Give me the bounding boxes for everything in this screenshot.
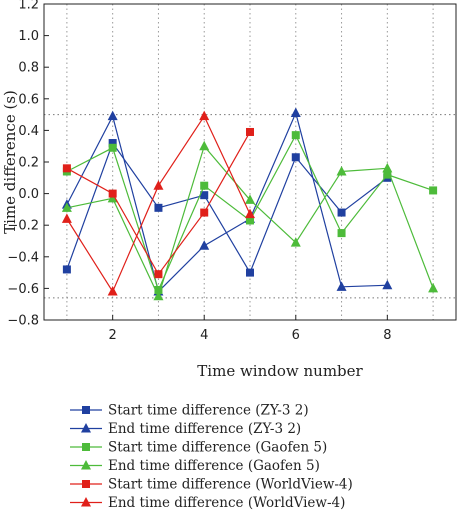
x-tick-label: 4 <box>200 328 208 343</box>
square-data-point <box>200 208 209 217</box>
triangle-data-point <box>199 240 210 250</box>
legend-item: Start time difference (WorldView-4) <box>70 477 353 493</box>
triangle-data-point <box>336 281 347 291</box>
legend-item: Start time difference (ZY-3 2) <box>70 403 309 419</box>
legend-swatch-marker <box>82 406 90 414</box>
legend-swatch-marker <box>81 460 91 470</box>
triangle-data-point <box>382 162 393 173</box>
y-axis-title: Time difference (s) <box>1 90 19 234</box>
square-data-point <box>108 143 117 152</box>
y-tick-label: −0.4 <box>7 250 39 265</box>
y-tick-label: 1.0 <box>18 29 39 44</box>
legend-swatch-marker <box>81 423 91 433</box>
triangle-data-point <box>61 202 72 212</box>
square-data-point <box>200 191 209 200</box>
triangle-data-point <box>245 194 255 204</box>
square-data-point <box>291 131 300 140</box>
series-0 <box>62 139 392 277</box>
square-data-point <box>154 270 163 279</box>
y-tick-label: 0.4 <box>18 124 39 139</box>
triangle-data-point <box>428 282 439 293</box>
y-tick-label: 0.6 <box>18 92 39 107</box>
square-data-point <box>429 186 438 195</box>
triangle-data-point <box>107 110 118 121</box>
series-line <box>66 141 388 274</box>
legend-item: End time difference (ZY-3 2) <box>70 421 301 437</box>
triangle-data-point <box>290 237 301 247</box>
legend-label: End time difference (ZY-3 2) <box>108 421 301 437</box>
y-tick-label: 1.2 <box>18 0 39 13</box>
triangle-data-point <box>336 165 347 176</box>
series-5 <box>61 110 255 296</box>
legend-item: End time difference (WorldView-4) <box>70 495 345 511</box>
series-4 <box>62 127 254 279</box>
triangle-data-point <box>107 286 118 296</box>
x-tick-label: 8 <box>383 328 391 343</box>
square-data-point <box>154 285 163 294</box>
x-tick-label: 2 <box>109 328 117 343</box>
triangle-data-point <box>61 213 72 223</box>
grid-lines <box>66 4 434 320</box>
triangle-data-point <box>290 107 301 118</box>
triangle-data-point <box>382 279 393 290</box>
legend-label: Start time difference (WorldView-4) <box>108 477 353 493</box>
x-tick-label: 6 <box>292 328 300 343</box>
y-tick-label: 0.2 <box>18 156 39 171</box>
y-tick-label: 0.0 <box>18 187 39 202</box>
x-axis-title: Time window number <box>197 362 363 380</box>
square-data-point <box>62 265 71 274</box>
series-3 <box>61 140 439 301</box>
legend-item: End time difference (Gaofen 5) <box>70 458 320 474</box>
legend: Start time difference (ZY-3 2) End time d… <box>70 403 353 511</box>
legend-swatch-marker <box>81 497 91 507</box>
legend-label: Start time difference (ZY-3 2) <box>108 403 309 419</box>
legend-label: Start time difference (Gaofen 5) <box>108 440 327 456</box>
square-data-point <box>62 164 71 173</box>
square-data-point <box>291 153 300 162</box>
legend-swatch-marker <box>82 480 90 488</box>
y-tick-label: −0.8 <box>7 314 39 329</box>
axes: −0.8 −0.6 −0.4 −0.2 0.0 0.2 0.4 0.6 0.8 1.0 1.2 2 4 6… <box>7 0 391 343</box>
square-data-point <box>246 268 254 277</box>
series <box>61 107 439 301</box>
square-data-point <box>154 203 163 212</box>
square-data-point <box>337 229 346 238</box>
square-data-point <box>383 170 392 179</box>
y-tick-label: 0.8 <box>18 61 39 76</box>
square-data-point <box>108 189 117 198</box>
triangle-data-point <box>199 140 210 151</box>
square-data-point <box>337 208 346 217</box>
series-2 <box>62 131 438 294</box>
legend-label: End time difference (WorldView-4) <box>108 495 345 511</box>
square-data-point <box>246 127 254 136</box>
triangle-data-point <box>153 290 164 301</box>
square-data-point <box>108 139 117 148</box>
y-tick-label: −0.6 <box>7 282 39 297</box>
triangle-data-point <box>153 180 164 190</box>
triangle-data-point <box>245 208 255 219</box>
legend-swatch-marker <box>82 443 90 451</box>
square-data-point <box>246 216 254 225</box>
legend-item: Start time difference (Gaofen 5) <box>70 440 327 456</box>
y-tick-label: −0.2 <box>7 219 39 234</box>
square-data-point <box>200 181 209 190</box>
legend-label: End time difference (Gaofen 5) <box>108 458 320 474</box>
series-line <box>66 111 388 293</box>
triangle-data-point <box>199 110 210 121</box>
